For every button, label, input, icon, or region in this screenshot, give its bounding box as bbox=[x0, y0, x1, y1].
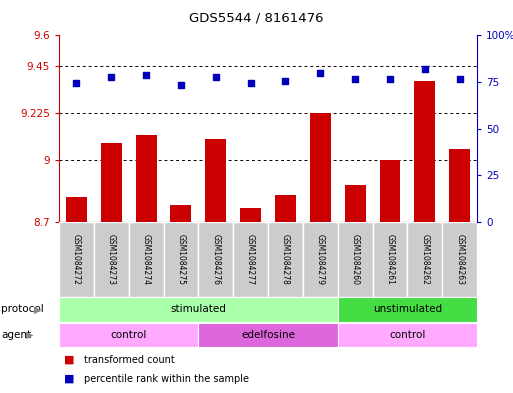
Bar bbox=[449, 149, 470, 222]
Bar bbox=[268, 222, 303, 297]
Bar bbox=[170, 206, 191, 222]
Point bbox=[316, 70, 324, 76]
Bar bbox=[59, 222, 94, 297]
Text: stimulated: stimulated bbox=[170, 305, 226, 314]
Point bbox=[247, 80, 255, 86]
Text: GSM1084272: GSM1084272 bbox=[72, 234, 81, 285]
Bar bbox=[233, 222, 268, 297]
Bar bbox=[94, 222, 129, 297]
Point bbox=[72, 80, 81, 86]
Bar bbox=[135, 135, 156, 222]
Text: edelfosine: edelfosine bbox=[241, 330, 295, 340]
Text: GSM1084261: GSM1084261 bbox=[385, 234, 394, 285]
Point bbox=[456, 76, 464, 82]
Bar bbox=[59, 297, 338, 322]
Bar bbox=[205, 139, 226, 222]
Text: GSM1084260: GSM1084260 bbox=[351, 234, 360, 285]
Text: GSM1084276: GSM1084276 bbox=[211, 234, 220, 285]
Bar bbox=[101, 143, 122, 222]
Text: GSM1084277: GSM1084277 bbox=[246, 234, 255, 285]
Text: GSM1084279: GSM1084279 bbox=[316, 234, 325, 285]
Text: percentile rank within the sample: percentile rank within the sample bbox=[84, 374, 249, 384]
Text: ■: ■ bbox=[64, 374, 74, 384]
Bar bbox=[310, 113, 331, 222]
Point bbox=[107, 74, 115, 80]
Text: GSM1084273: GSM1084273 bbox=[107, 234, 116, 285]
Point bbox=[421, 65, 429, 72]
Bar bbox=[303, 222, 338, 297]
Bar bbox=[372, 222, 407, 297]
Bar bbox=[338, 323, 477, 347]
Bar bbox=[345, 185, 366, 222]
Text: unstimulated: unstimulated bbox=[373, 305, 442, 314]
Bar bbox=[59, 323, 199, 347]
Bar bbox=[338, 297, 477, 322]
Bar bbox=[338, 222, 372, 297]
Text: control: control bbox=[389, 330, 426, 340]
Bar bbox=[240, 208, 261, 222]
Point bbox=[351, 76, 359, 82]
Text: ■: ■ bbox=[64, 355, 74, 365]
Text: GSM1084262: GSM1084262 bbox=[420, 234, 429, 285]
Text: ▶: ▶ bbox=[34, 305, 41, 314]
Point bbox=[142, 72, 150, 78]
Bar bbox=[380, 160, 401, 222]
Bar bbox=[199, 323, 338, 347]
Text: GSM1084275: GSM1084275 bbox=[176, 234, 185, 285]
Text: transformed count: transformed count bbox=[84, 355, 174, 365]
Bar bbox=[407, 222, 442, 297]
Bar bbox=[164, 222, 199, 297]
Bar bbox=[129, 222, 164, 297]
Point bbox=[177, 82, 185, 88]
Bar bbox=[275, 195, 296, 222]
Text: ▶: ▶ bbox=[26, 330, 33, 340]
Text: agent: agent bbox=[1, 330, 31, 340]
Bar bbox=[415, 81, 435, 222]
Text: GSM1084278: GSM1084278 bbox=[281, 234, 290, 285]
Point bbox=[386, 76, 394, 82]
Bar bbox=[66, 197, 87, 222]
Text: GSM1084263: GSM1084263 bbox=[455, 234, 464, 285]
Text: GDS5544 / 8161476: GDS5544 / 8161476 bbox=[189, 12, 324, 25]
Bar bbox=[442, 222, 477, 297]
Text: control: control bbox=[110, 330, 147, 340]
Point bbox=[281, 78, 289, 84]
Text: GSM1084274: GSM1084274 bbox=[142, 234, 151, 285]
Point bbox=[212, 74, 220, 80]
Bar bbox=[199, 222, 233, 297]
Text: protocol: protocol bbox=[1, 305, 44, 314]
